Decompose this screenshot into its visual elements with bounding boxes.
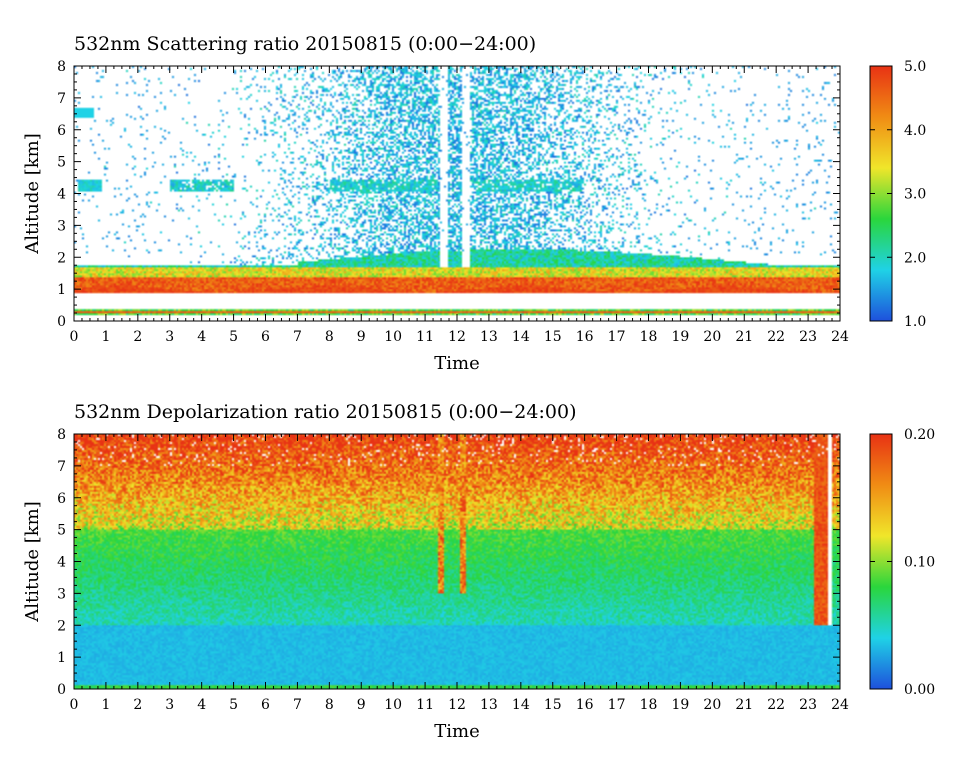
colorbar-tick-label: 0.10 [904, 555, 935, 571]
x-tick-label: 21 [735, 697, 753, 713]
y-tick-label: 0 [57, 682, 66, 698]
x-tick-label: 6 [261, 697, 270, 713]
x-tick-label: 24 [831, 329, 849, 345]
x-tick-label: 14 [512, 697, 530, 713]
x-tick-label: 10 [384, 329, 402, 345]
x-tick-label: 8 [325, 329, 334, 345]
x-tick-label: 2 [133, 329, 142, 345]
x-tick-label: 3 [165, 697, 174, 713]
colorbar-tick-label: 4.0 [904, 123, 926, 139]
y-tick-label: 6 [57, 123, 66, 139]
colorbar-tick-label: 0.00 [904, 682, 935, 698]
x-tick-label: 13 [480, 329, 498, 345]
colorbar-tick-label: 5.0 [904, 59, 926, 75]
x-tick-label: 20 [703, 697, 721, 713]
y-tick-label: 7 [57, 459, 66, 475]
x-tick-label: 11 [416, 697, 434, 713]
x-tick-label: 17 [608, 697, 626, 713]
x-tick-label: 5 [229, 697, 238, 713]
x-tick-label: 21 [735, 329, 753, 345]
x-tick-label: 18 [640, 329, 658, 345]
colorbar-tick-label: 3.0 [904, 187, 926, 203]
chart-title: 532nm Depolarization ratio 20150815 (0:0… [74, 401, 576, 423]
x-tick-label: 4 [197, 697, 206, 713]
y-tick-label: 0 [57, 314, 66, 330]
x-tick-label: 11 [416, 329, 434, 345]
y-tick-label: 1 [57, 282, 66, 298]
x-tick-label: 4 [197, 329, 206, 345]
x-tick-label: 2 [133, 697, 142, 713]
scattering-ratio-chart: 532nm Scattering ratio 20150815 (0:00−24… [22, 33, 926, 374]
x-tick-label: 18 [640, 697, 658, 713]
depolarization-ratio-chart: 532nm Depolarization ratio 20150815 (0:0… [22, 401, 935, 742]
colorbar-tick-label: 0.20 [904, 427, 935, 443]
x-tick-label: 16 [576, 329, 594, 345]
x-tick-label: 5 [229, 329, 238, 345]
x-axis-label: Time [434, 353, 479, 374]
x-tick-label: 14 [512, 329, 530, 345]
x-tick-label: 1 [101, 697, 110, 713]
x-tick-label: 7 [293, 329, 302, 345]
x-tick-label: 8 [325, 697, 334, 713]
y-tick-label: 1 [57, 650, 66, 666]
y-tick-label: 8 [57, 59, 66, 75]
x-tick-label: 15 [544, 329, 562, 345]
x-tick-label: 19 [672, 697, 690, 713]
x-tick-label: 12 [448, 697, 466, 713]
x-tick-label: 12 [448, 329, 466, 345]
x-tick-label: 15 [544, 697, 562, 713]
depolarization-ratio-panel: 532nm Depolarization ratio 20150815 (0:0… [0, 368, 960, 748]
y-axis-label: Altitude [km] [22, 501, 43, 623]
x-tick-label: 22 [767, 329, 785, 345]
scattering-ratio-panel: 532nm Scattering ratio 20150815 (0:00−24… [0, 0, 960, 380]
x-tick-label: 23 [799, 697, 817, 713]
x-tick-label: 22 [767, 697, 785, 713]
x-tick-label: 13 [480, 697, 498, 713]
y-tick-label: 7 [57, 91, 66, 107]
x-tick-label: 17 [608, 329, 626, 345]
x-tick-label: 9 [357, 697, 366, 713]
y-tick-label: 8 [57, 427, 66, 443]
y-tick-label: 5 [57, 155, 66, 171]
y-tick-label: 2 [57, 618, 66, 634]
x-tick-label: 20 [703, 329, 721, 345]
y-tick-label: 5 [57, 523, 66, 539]
x-axis-label: Time [434, 721, 479, 742]
y-tick-label: 4 [57, 187, 66, 203]
colorbar-tick-label: 2.0 [904, 250, 926, 266]
x-tick-label: 3 [165, 329, 174, 345]
x-tick-label: 9 [357, 329, 366, 345]
x-tick-label: 19 [672, 329, 690, 345]
heatmap-field [74, 66, 840, 321]
x-tick-label: 24 [831, 697, 849, 713]
y-tick-label: 2 [57, 250, 66, 266]
y-tick-label: 3 [57, 218, 66, 234]
heatmap-field [74, 434, 840, 689]
x-tick-label: 23 [799, 329, 817, 345]
x-tick-label: 16 [576, 697, 594, 713]
colorbar-tick-label: 1.0 [904, 314, 926, 330]
y-axis-label: Altitude [km] [22, 133, 43, 255]
y-tick-label: 4 [57, 555, 66, 571]
x-tick-label: 7 [293, 697, 302, 713]
x-tick-label: 10 [384, 697, 402, 713]
x-tick-label: 1 [101, 329, 110, 345]
x-tick-label: 6 [261, 329, 270, 345]
y-tick-label: 3 [57, 586, 66, 602]
chart-title: 532nm Scattering ratio 20150815 (0:00−24… [74, 33, 536, 55]
x-tick-label: 0 [70, 697, 79, 713]
y-tick-label: 6 [57, 491, 66, 507]
x-tick-label: 0 [70, 329, 79, 345]
